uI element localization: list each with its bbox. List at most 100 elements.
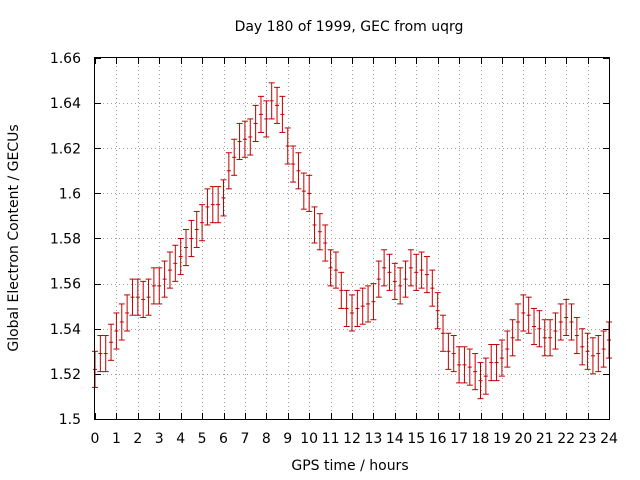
error-bar [423,256,430,294]
error-bar [407,249,414,287]
error-bar [531,307,538,346]
error-bar [375,260,382,298]
x-tick-label: 7 [240,431,249,447]
error-bar [199,204,206,242]
error-bar [557,303,564,341]
error-bar [381,249,388,287]
error-bar [552,312,559,350]
error-bar [241,120,248,158]
error-bar [247,118,254,156]
error-bar [231,138,238,176]
error-bar [504,330,511,368]
error-bar [354,289,361,327]
x-tick-label: 20 [514,431,532,447]
error-bar [391,262,398,300]
error-bar [541,319,548,357]
chart-title: Day 180 of 1999, GEC from uqrg [235,19,464,35]
grid-lines [95,58,609,419]
error-bar [215,186,222,224]
error-bar [482,357,489,395]
error-bar [584,332,591,370]
error-bar [129,278,136,316]
error-bar [343,289,350,327]
error-bar [520,294,527,332]
error-bar [397,267,404,305]
error-bar [332,251,339,289]
error-bar [204,188,211,226]
error-bar [225,152,232,190]
y-tick-label: 1.58 [50,232,81,248]
error-bar [595,335,602,373]
x-tick-label: 18 [472,431,490,447]
x-tick-label: 1 [112,431,121,447]
error-bar [488,344,495,382]
x-tick-label: 13 [365,431,383,447]
y-axis-ticks: 1.5 1.52 1.54 1.56 1.58 1.6 1.62 1.64 1.66 [50,51,609,428]
error-bar [263,100,270,138]
x-tick-label: 11 [322,431,340,447]
error-bar [188,219,195,258]
error-bar [573,316,580,355]
error-bar [472,353,479,391]
error-bar [445,332,452,370]
error-bar [295,152,302,190]
error-bar [161,260,168,298]
error-bar [327,249,334,287]
y-tick-label: 1.54 [50,322,81,338]
error-bar [514,303,521,341]
x-tick-label: 15 [407,431,425,447]
error-bar [177,238,184,276]
error-bar [268,82,275,120]
error-bar [493,344,500,382]
plot-frame [94,57,610,420]
error-bar [466,348,473,386]
x-axis-label: GPS time / hours [291,458,408,474]
error-bar [370,283,377,321]
error-bar [365,285,372,323]
x-tick-label: 9 [283,431,292,447]
x-tick-label: 10 [300,431,318,447]
error-bar [140,280,147,318]
x-tick-label: 2 [133,431,142,447]
x-tick-label: 0 [91,431,100,447]
error-bar [359,287,366,325]
error-bar [252,104,259,142]
error-bar [386,253,393,291]
error-bar [563,298,570,337]
error-bar [284,127,291,165]
x-tick-label: 21 [536,431,554,447]
error-bar [579,328,586,366]
error-bar [108,323,115,361]
y-tick-label: 1.66 [50,51,81,67]
error-bar [322,224,329,262]
error-bar [257,95,264,133]
error-bar [456,346,463,384]
error-bar [450,335,457,373]
error-bar [413,253,420,291]
error-bar [145,278,152,316]
error-bar [477,362,484,400]
error-bars [92,82,612,400]
y-tick-label: 1.52 [50,367,81,383]
error-bar [311,206,318,244]
x-tick-label: 14 [386,431,404,447]
error-bar [338,271,345,309]
error-bar [589,337,596,375]
error-bar [461,346,468,384]
y-tick-label: 1.62 [50,141,81,157]
error-bar [124,294,131,332]
x-tick-label: 4 [176,431,185,447]
error-bar [429,269,436,307]
error-bar [220,179,227,217]
error-bar [600,330,607,368]
error-bar [509,319,516,357]
error-bar [172,244,179,282]
error-bar [547,319,554,357]
error-bar [274,86,281,124]
x-tick-label: 6 [219,431,228,447]
error-bar [498,339,505,377]
error-bar [440,314,447,352]
x-tick-label: 8 [262,431,271,447]
error-bar [97,335,104,373]
